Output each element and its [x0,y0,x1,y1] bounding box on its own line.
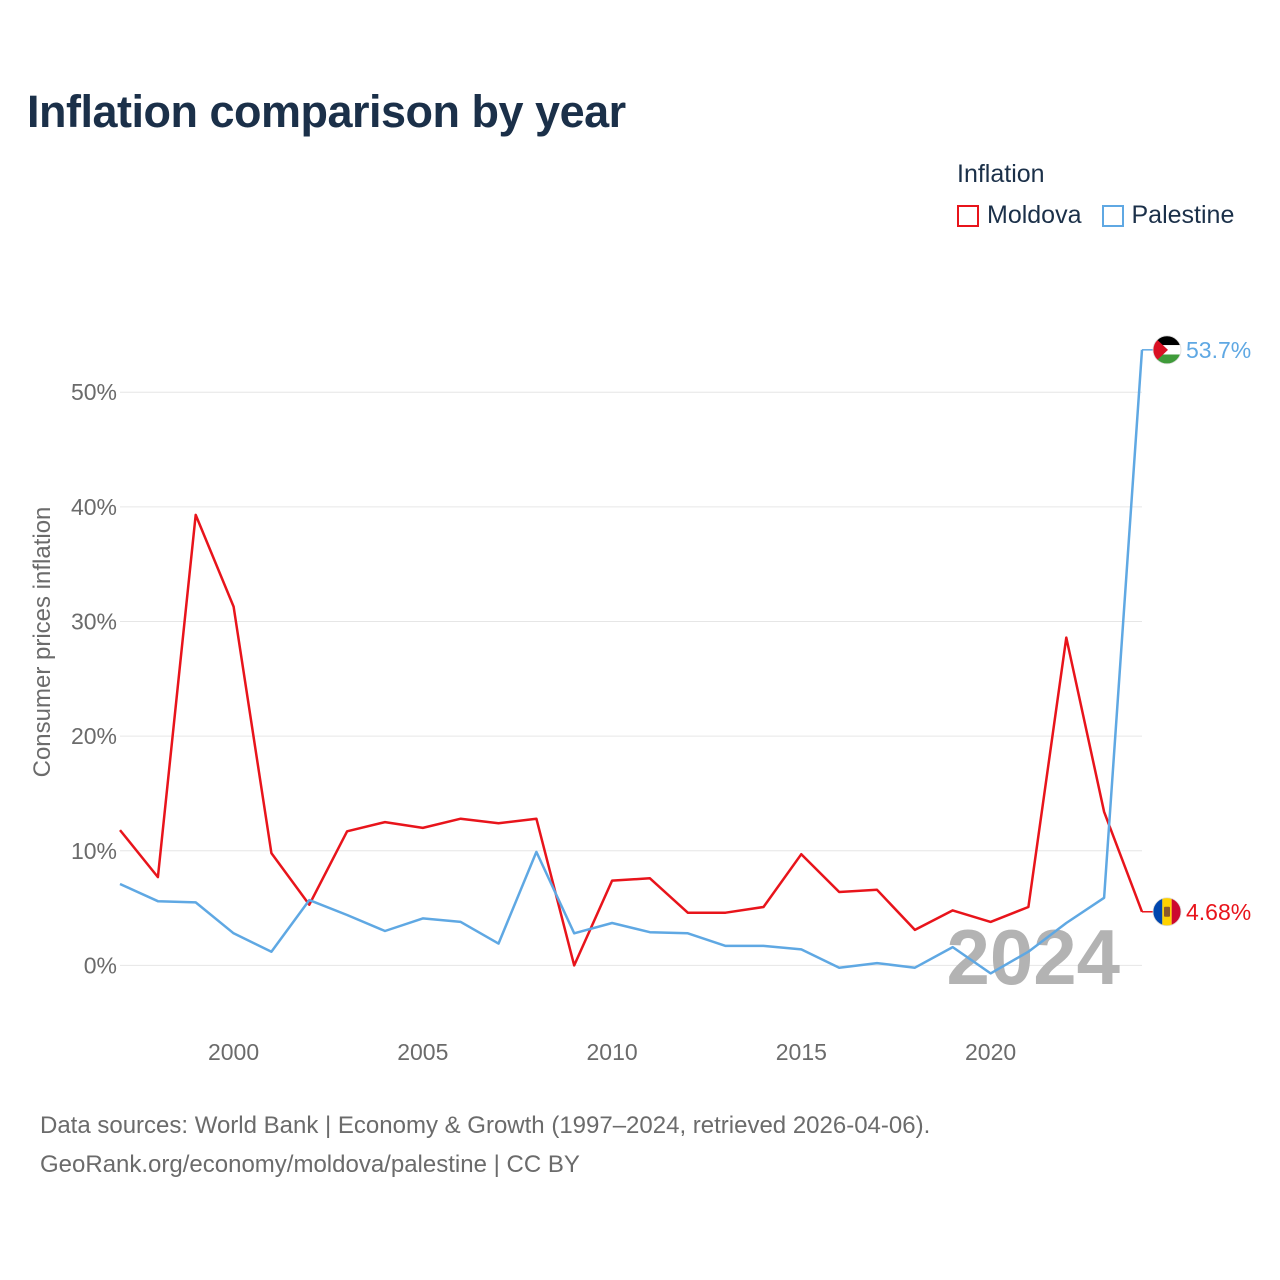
series-line-palestine [119,349,1144,975]
y-tick-label: 30% [71,609,117,635]
source-line-2: GeoRank.org/economy/moldova/palestine | … [40,1151,580,1178]
y-tick-label: 20% [71,723,117,749]
legend-swatch-palestine [1101,204,1124,227]
legend-swatch-moldova [957,204,979,227]
x-axis-ticks: 2000 2005 2010 2015 2020 [208,1039,1016,1065]
x-tick-label: 2015 [776,1039,827,1065]
legend-label-moldova: Moldova [987,201,1082,229]
end-labels: 4.68% 53.7% [1142,335,1251,927]
y-axis-ticks: 0% 10% 20% 30% 40% 50% [71,379,117,978]
series [119,349,1144,975]
x-tick-label: 2005 [397,1039,448,1065]
palestine-flag-icon [1152,335,1182,365]
legend-label-palestine: Palestine [1131,201,1235,229]
chart-title: Inflation comparison by year [27,86,626,137]
source-note: Data sources: World Bank | Economy & Gro… [40,1106,930,1184]
legend-title: Inflation [957,160,1045,188]
legend: Inflation Moldova Palestine [957,160,1254,230]
y-tick-label: 50% [71,379,117,405]
y-tick-label: 40% [71,494,117,520]
grid [120,391,1142,966]
legend-item-palestine[interactable]: Palestine [1101,201,1235,230]
legend-item-moldova[interactable]: Moldova [957,201,1082,230]
x-tick-label: 2020 [965,1039,1016,1065]
series-line-moldova [119,513,1144,967]
y-axis-label: Consumer prices inflation [29,507,56,778]
x-tick-label: 2000 [208,1039,259,1065]
source-line-1: Data sources: World Bank | Economy & Gro… [40,1112,931,1139]
y-tick-label: 10% [71,838,117,864]
end-value-label-palestine: 53.7% [1186,337,1251,363]
line-chart: 0% 10% 20% 30% 40% 50% 2000 2005 2010 2015 2020 C… [29,335,1251,1065]
y-tick-label: 0% [84,952,117,978]
x-tick-label: 2010 [586,1039,637,1065]
moldova-flag-icon [1152,897,1182,927]
end-value-label-moldova: 4.68% [1186,899,1251,925]
highlight-year: 2024 [946,913,1120,1001]
